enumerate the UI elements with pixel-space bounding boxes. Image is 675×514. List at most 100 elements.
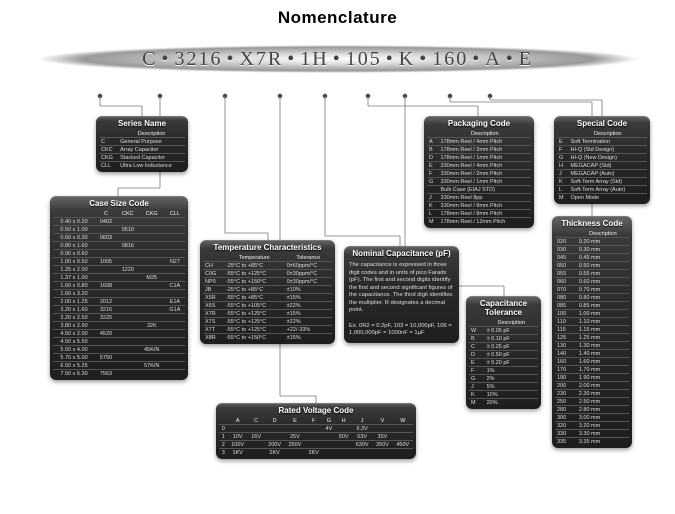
- table-row: 6.50 x 5.2557K/N: [53, 362, 185, 370]
- table-row: K330mm Reel / 8mm Pitch: [427, 202, 531, 210]
- table-row: X7T-55°C to +125°C+22/-33%: [203, 326, 332, 334]
- table-row: 3303.30 mm: [555, 430, 629, 438]
- table-row: 4.50 x 5.50: [53, 338, 185, 346]
- table-row: X6S-55°C to +105°C±22%: [203, 302, 332, 310]
- table-row: FHI-Q (Std Design): [557, 146, 647, 154]
- table-row: W± 0.05 pF: [469, 327, 538, 335]
- table-row: 0700.70 mm: [555, 286, 629, 294]
- table-row: 1301.30 mm: [555, 342, 629, 350]
- table-row: 1.37 x 1.00M25: [53, 274, 185, 282]
- table-row: 2502.50 mm: [555, 398, 629, 406]
- panel-tolerance: Capacitance ToleranceDescriptionW± 0.05 …: [466, 296, 541, 409]
- table-row: F330mm Reel / 2mm Pitch: [427, 170, 531, 178]
- code-segment: A: [483, 48, 503, 71]
- table-row: NP0-55°C to +150°C0±30ppm/°C: [203, 278, 332, 286]
- table-row: 3003.00 mm: [555, 414, 629, 422]
- table-row: G2%: [469, 375, 538, 383]
- table-row: F1%: [469, 367, 538, 375]
- code-segment: •: [224, 48, 237, 71]
- table-row: 1251.25 mm: [555, 334, 629, 342]
- table-row: MOpen Mode: [557, 194, 647, 202]
- table-row: 0550.55 mm: [555, 270, 629, 278]
- table-row: B178mm Reel / 2mm Pitch: [427, 146, 531, 154]
- table-row: JB-25°C to +85°C±10%: [203, 286, 332, 294]
- panel-voltage: Rated Voltage CodeACDEFGHJVW04V6.3V110V1…: [216, 403, 416, 459]
- table-row: CKCArray Capacitor: [99, 146, 185, 154]
- table-row: 0850.85 mm: [555, 302, 629, 310]
- code-segment: •: [504, 48, 517, 71]
- table-row: K10%: [469, 391, 538, 399]
- panel-title: Case Size Code: [53, 199, 185, 208]
- table-row: M20%: [469, 399, 538, 407]
- code-segment: •: [159, 48, 172, 71]
- table-row: X5R-55°C to +85°C±15%: [203, 294, 332, 302]
- table-row: 1.60 x 3.20: [53, 290, 185, 298]
- panel-title: Temperature Characteristics: [203, 243, 332, 252]
- table-row: CLLUltra Low Inductance: [99, 162, 185, 170]
- table-row: C± 0.25 pF: [469, 343, 538, 351]
- table-row: 0.50 x 1.000510: [53, 226, 185, 234]
- code-segment: C: [140, 48, 159, 71]
- table-row: X7S-55°C to +125°C±22%: [203, 318, 332, 326]
- table-row: 110V16V25V50V63V35V: [219, 433, 413, 441]
- panel-casesize: Case Size CodeCCKCCKGCLL0.40 x 0.2004020…: [50, 196, 188, 380]
- code-segment: •: [331, 48, 344, 71]
- table-row: G330mm Reel / 1mm Pitch: [427, 178, 531, 186]
- code-segment: K: [397, 48, 417, 71]
- table-row: E330mm Reel / 4mm Pitch: [427, 162, 531, 170]
- code-segment: X7R: [237, 48, 285, 71]
- table-row: 0200.20 mm: [555, 238, 629, 246]
- panel-special: Special CodeDescriptionESoft Termination…: [554, 116, 650, 204]
- table-row: 2.00 x 1.252012E1A: [53, 298, 185, 306]
- table-row: 04V6.3V: [219, 425, 413, 433]
- table-row: CH-25°C to +85°C0±60ppm/°C: [203, 262, 332, 270]
- table-row: 2302.30 mm: [555, 390, 629, 398]
- table-row: 31KV2KV3KV: [219, 449, 413, 457]
- table-row: Bulk Case (EIAJ STD): [427, 186, 531, 194]
- table-row: 1.00 x 0.501005N27: [53, 258, 185, 266]
- panel-title: Rated Voltage Code: [219, 406, 413, 415]
- code-strip: C•3216•X7R•1H•105•K•160•A•E: [38, 42, 638, 76]
- table-row: J5%: [469, 383, 538, 391]
- code-segment: E: [517, 48, 535, 71]
- panel-title: Nominal Capacitance (pF): [347, 249, 456, 258]
- code-segment: 160: [430, 48, 470, 71]
- table-row: 3.20 x 2.503225: [53, 314, 185, 322]
- table-row: HMEGACAP (Std): [557, 162, 647, 170]
- table-row: E± 0.20 pF: [469, 359, 538, 367]
- table-row: 5.50 x 4.0045K/N: [53, 346, 185, 354]
- code-segment: 105: [344, 48, 384, 71]
- table-row: JMEGACAP (Auto): [557, 170, 647, 178]
- table-row: D± 0.50 pF: [469, 351, 538, 359]
- table-row: 3203.20 mm: [555, 422, 629, 430]
- panel-title: Capacitance Tolerance: [469, 299, 538, 317]
- code-segment: 1H: [298, 48, 330, 71]
- code-segment: 3216: [172, 48, 224, 71]
- table-row: 0600.60 mm: [555, 278, 629, 286]
- code-segment: •: [384, 48, 397, 71]
- table-row: 1701.70 mm: [555, 366, 629, 374]
- table-row: 3353.35 mm: [555, 438, 629, 446]
- table-row: 0.80 x 1.600816: [53, 242, 185, 250]
- table-row: LSoft-Term Array (Auto): [557, 186, 647, 194]
- table-row: 2802.80 mm: [555, 406, 629, 414]
- table-row: 1601.60 mm: [555, 358, 629, 366]
- table-row: 3.80 x 2.9032K: [53, 322, 185, 330]
- table-row: D178mm Reel / 1mm Pitch: [427, 154, 531, 162]
- table-row: 4.50 x 2.004520: [53, 330, 185, 338]
- table-row: CKGStacked Capacitor: [99, 154, 185, 162]
- panel-series: Series NameDescriptionCGeneral PurposeCK…: [96, 116, 188, 172]
- panel-title: Packaging Code: [427, 119, 531, 128]
- table-row: 0.90 x 0.60: [53, 250, 185, 258]
- table-row: 1.25 x 2.001220: [53, 266, 185, 274]
- table-row: 1401.40 mm: [555, 350, 629, 358]
- panel-thickness: Thickness CodeDescription0200.20 mm0300.…: [552, 216, 632, 448]
- table-row: J330mm Reel 8pp: [427, 194, 531, 202]
- table-row: 0500.50 mm: [555, 262, 629, 270]
- table-row: 0800.80 mm: [555, 294, 629, 302]
- table-row: 1901.90 mm: [555, 374, 629, 382]
- table-row: 2002.00 mm: [555, 382, 629, 390]
- table-row: M178mm Reel / 12mm Pitch: [427, 218, 531, 226]
- panel-title: Series Name: [99, 119, 185, 128]
- table-row: 0300.30 mm: [555, 246, 629, 254]
